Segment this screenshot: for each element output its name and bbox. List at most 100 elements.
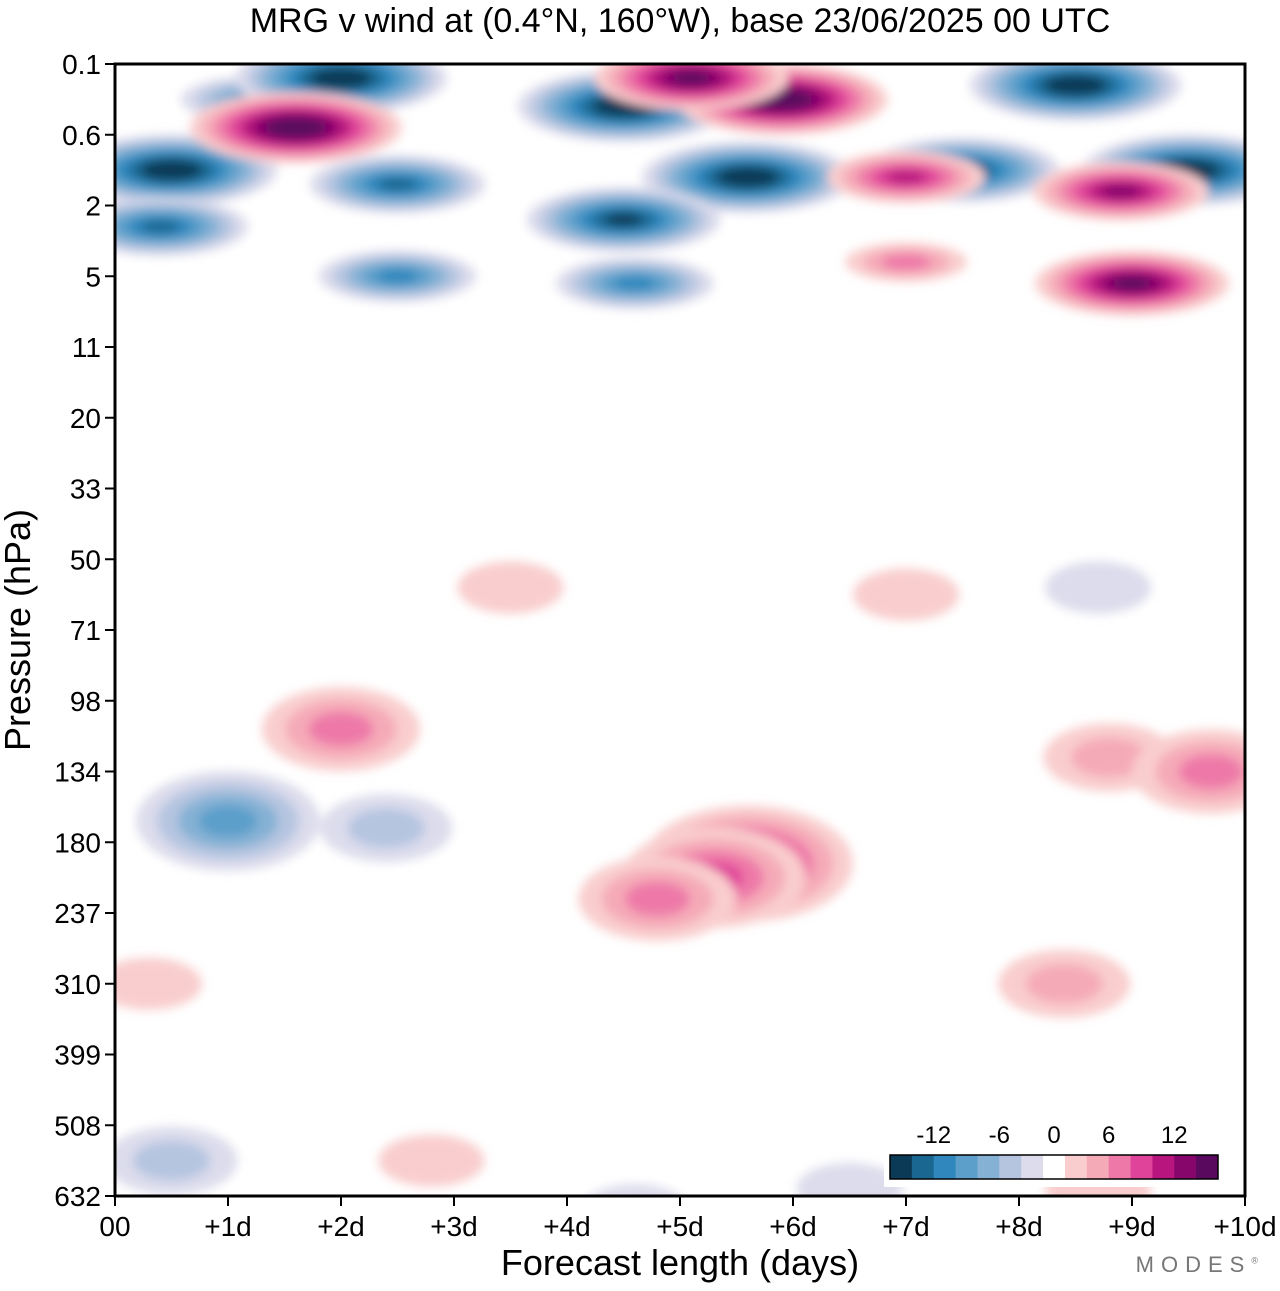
contour-band (309, 712, 374, 747)
northward-wind-feature (1033, 162, 1209, 220)
colorbar-swatch (1043, 1155, 1065, 1179)
y-tick-label: 2 (85, 191, 101, 222)
southward-wind-feature (527, 187, 721, 252)
northward-wind-feature (1035, 251, 1229, 316)
y-tick-label: 98 (70, 686, 101, 717)
contour-band (1058, 79, 1093, 91)
colorbar-label: -12 (916, 1122, 951, 1149)
northward-wind-feature (845, 243, 967, 282)
southward-wind-feature (310, 155, 486, 213)
contour-band (378, 1135, 484, 1187)
southward-wind-feature (136, 771, 320, 871)
x-tick-label: +2d (317, 1211, 365, 1242)
x-tick-label: +1d (204, 1211, 252, 1242)
colorbar-swatch (1065, 1155, 1087, 1179)
colorbar-swatch (912, 1155, 934, 1179)
wind-field (66, 43, 1280, 1237)
contour-band (1101, 185, 1140, 198)
northward-wind-feature (262, 687, 420, 771)
x-tick-label: +10d (1213, 1211, 1276, 1242)
contour-band (673, 72, 710, 84)
x-tick-label: +9d (1108, 1211, 1156, 1242)
southward-wind-feature (556, 257, 714, 309)
colorbar-swatch (1109, 1155, 1131, 1179)
x-tick-label: +5d (656, 1211, 704, 1242)
contour-band (614, 277, 655, 290)
x-axis-label: Forecast length (days) (501, 1242, 859, 1283)
colorbar-swatch (977, 1155, 999, 1179)
y-tick-label: 5 (85, 261, 101, 292)
contour-band (378, 178, 417, 191)
contour-band (1114, 277, 1151, 289)
x-tick-label: +7d (882, 1211, 930, 1242)
colorbar-swatch (934, 1155, 956, 1179)
colorbar-label: -6 (989, 1122, 1010, 1149)
colorbar-swatch (999, 1155, 1021, 1179)
colorbar-swatch (1152, 1155, 1174, 1179)
colorbar-label: 0 (1047, 1122, 1060, 1149)
contour-band (730, 171, 765, 183)
colorbar-label: 12 (1161, 1122, 1188, 1149)
x-tick-label: +8d (995, 1211, 1043, 1242)
contour-band (377, 270, 418, 283)
northward-wind-feature (853, 569, 959, 621)
y-tick-label: 0.6 (62, 120, 101, 151)
y-tick-label: 310 (54, 969, 101, 1000)
y-axis-label: Pressure (hPa) (0, 509, 38, 751)
contour-band (886, 171, 927, 184)
colorbar-swatch (1174, 1155, 1196, 1179)
northward-wind-feature (458, 562, 564, 614)
contour-band (881, 254, 931, 270)
y-tick-label: 20 (70, 403, 101, 434)
northward-wind-feature (827, 151, 985, 203)
southward-wind-feature (319, 250, 477, 302)
x-tick-label: +3d (430, 1211, 478, 1242)
y-tick-label: 508 (54, 1110, 101, 1141)
colorbar-swatch (1021, 1155, 1043, 1179)
colorbar-swatch (1131, 1155, 1153, 1179)
colorbar-swatch (956, 1155, 978, 1179)
southward-wind-feature (106, 1127, 238, 1195)
southward-wind-feature (1045, 562, 1151, 614)
contour-band (199, 805, 258, 837)
northward-wind-feature (190, 92, 402, 163)
contour-band (1179, 754, 1244, 789)
x-tick-label: 00 (99, 1211, 130, 1242)
y-tick-label: 50 (70, 544, 101, 575)
modes-logo: MODES® (1136, 1252, 1258, 1278)
y-tick-label: 399 (54, 1040, 101, 1071)
contour-band (323, 72, 358, 84)
contour-band (141, 220, 180, 233)
northward-wind-feature (578, 857, 736, 941)
contour-band (625, 882, 690, 917)
colorbar: -12 -6 0 6 12 (884, 1107, 1224, 1187)
x-tick-label: +6d (769, 1211, 817, 1242)
northward-wind-feature (998, 950, 1130, 1018)
contour-band (348, 808, 425, 848)
northward-wind-feature (594, 46, 788, 111)
colorbar-swatch (1196, 1155, 1218, 1179)
colorbar-swatch (890, 1155, 912, 1179)
y-tick-label: 237 (54, 898, 101, 929)
x-tick-label: +4d (543, 1211, 591, 1242)
y-tick-label: 0.1 (62, 49, 101, 80)
contour-band (278, 122, 313, 134)
colorbar-swatch (1087, 1155, 1109, 1179)
contour-band (133, 1141, 210, 1181)
colorbar-label: 6 (1102, 1122, 1115, 1149)
y-tick-label: 33 (70, 474, 101, 505)
southward-wind-feature (320, 794, 452, 862)
northward-wind-feature (378, 1135, 484, 1187)
contour-band (1026, 964, 1103, 1004)
y-tick-label: 71 (70, 615, 101, 646)
contour-band (458, 562, 564, 614)
y-tick-label: 11 (72, 332, 101, 363)
contour-band (154, 164, 189, 176)
contour-band (1045, 562, 1151, 614)
y-tick-label: 180 (54, 827, 101, 858)
y-tick-label: 632 (54, 1181, 101, 1212)
southward-wind-feature (970, 50, 1182, 121)
contour-band (853, 569, 959, 621)
y-tick-label: 134 (54, 757, 101, 788)
